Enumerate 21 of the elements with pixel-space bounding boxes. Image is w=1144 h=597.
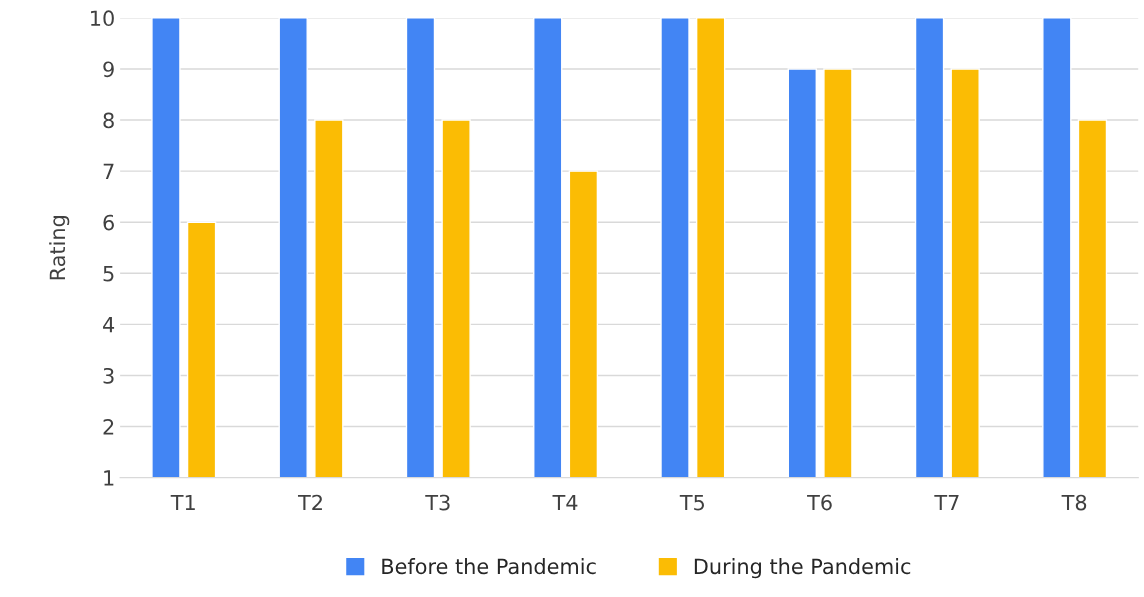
- y-tick-label: 10: [91, 10, 114, 27]
- x-tick-label: T1: [170, 494, 195, 511]
- y-axis-title: Rating: [49, 216, 70, 280]
- x-tick-label: T6: [807, 494, 832, 511]
- y-tick-label: 8: [103, 112, 114, 129]
- x-tick-label: T8: [1061, 494, 1087, 511]
- y-tick-label: 6: [103, 214, 114, 231]
- x-tick-label: T4: [552, 494, 578, 511]
- y-tick-label: 9: [103, 61, 114, 78]
- legend-label: Before the Pandemic: [382, 558, 596, 575]
- y-tick-label: 5: [103, 266, 114, 282]
- y-tick-label: 7: [103, 163, 114, 180]
- y-tick-label: 3: [103, 367, 114, 384]
- y-tick-label: 1: [104, 470, 114, 486]
- x-tick-label: T2: [297, 494, 322, 511]
- y-tick-label: 4: [103, 317, 115, 333]
- x-tick-label: T7: [934, 494, 959, 511]
- legend-label: During the Pandemic: [694, 558, 911, 579]
- y-tick-label: 2: [103, 418, 114, 435]
- x-tick-label: T5: [679, 494, 705, 511]
- x-tick-label: T3: [425, 494, 450, 511]
